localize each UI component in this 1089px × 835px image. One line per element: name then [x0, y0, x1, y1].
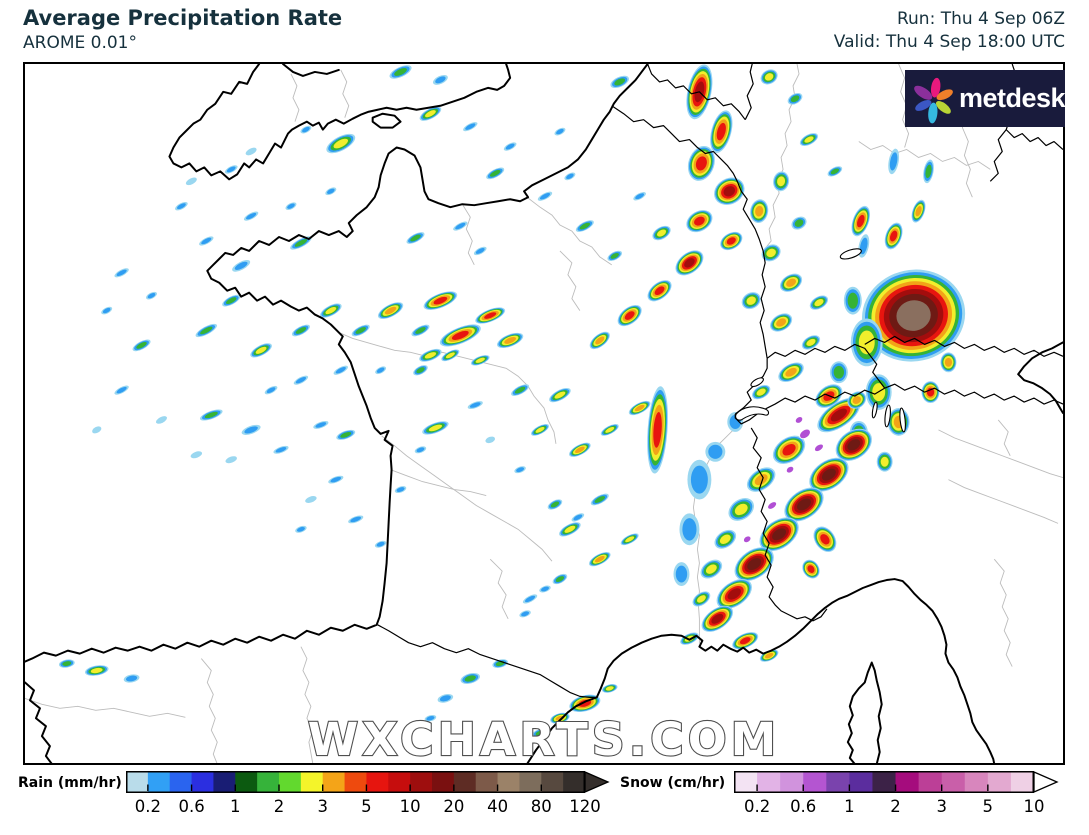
map-svg: WXCHARTS.COM — [25, 64, 1063, 763]
scale-tick-label: 0.2 — [134, 797, 162, 816]
country-borders — [377, 64, 1063, 698]
metdesk-logo: metdesk — [905, 70, 1066, 127]
rain-legend-label: Rain (mm/hr) — [18, 775, 122, 791]
coastlines — [25, 64, 1063, 763]
valid-time: Valid: Thu 4 Sep 18:00 UTC — [833, 32, 1065, 52]
scale-tick-label: 120 — [569, 797, 601, 816]
scale-tick-label: 10 — [1023, 797, 1045, 816]
scale-tick-label: 2 — [273, 797, 285, 816]
page-title: Average Precipitation Rate — [23, 6, 343, 30]
scale-tick-label: 0.2 — [743, 797, 771, 816]
snow-color-scale — [734, 771, 1060, 795]
run-valid-block: Run: Thu 4 Sep 06Z Valid: Thu 4 Sep 18:0… — [834, 8, 1065, 54]
rain-scale-ticks: 0.2 0.6 1 2 3 5 10 20 40 80 120 — [126, 797, 626, 819]
scale-tick-label: 3 — [936, 797, 947, 816]
scale-tick-label: 5 — [361, 797, 372, 816]
watermark-text: WXCHARTS.COM — [308, 713, 780, 763]
metdesk-logo-text: metdesk — [958, 83, 1066, 113]
map-frame: WXCHARTS.COM — [23, 62, 1065, 765]
scale-tick-label: 0.6 — [178, 797, 205, 816]
scale-tick-label: 2 — [890, 797, 901, 816]
snow-legend-label: Snow (cm/hr) — [620, 775, 726, 791]
scale-tick-label: 10 — [399, 797, 421, 816]
snow-scale-ticks: 0.2 0.6 1 2 3 5 10 — [734, 797, 1074, 819]
scale-tick-label: 80 — [530, 797, 552, 816]
scale-tick-label: 5 — [982, 797, 994, 816]
scale-tick-label: 1 — [844, 797, 855, 816]
scale-tick-label: 3 — [317, 797, 328, 816]
scale-tick-label: 1 — [230, 797, 241, 816]
scale-tick-label: 0.6 — [790, 797, 817, 816]
rain-color-scale — [126, 771, 611, 795]
lakes — [735, 248, 906, 433]
run-time: Run: Thu 4 Sep 06Z — [896, 9, 1065, 29]
metdesk-flower-icon — [914, 77, 953, 123]
precip-layer — [58, 64, 966, 738]
scale-tick-label: 40 — [487, 797, 509, 816]
scale-tick-label: 20 — [443, 797, 465, 816]
model-subtitle: AROME 0.01° — [23, 33, 137, 53]
